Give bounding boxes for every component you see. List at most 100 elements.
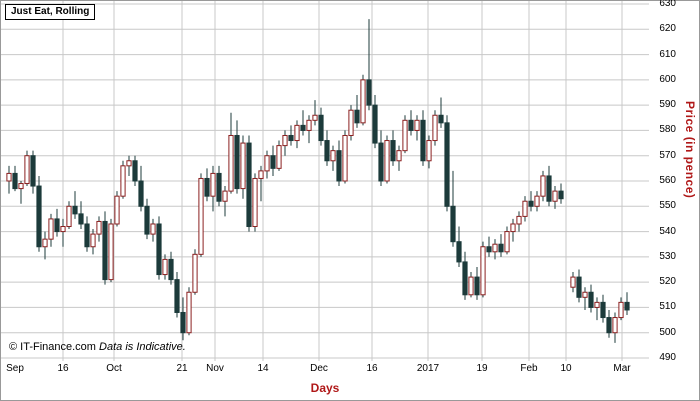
candlestick <box>42 231 48 260</box>
candle-body <box>102 220 108 281</box>
candlestick <box>534 191 540 212</box>
candle-body <box>450 205 456 243</box>
candle-body <box>462 261 468 296</box>
candle-body <box>396 150 402 162</box>
candlestick <box>282 130 288 156</box>
candle-body <box>522 200 528 217</box>
y-axis-tick: 610 <box>659 48 676 60</box>
candlestick <box>204 168 210 202</box>
candlestick <box>144 198 150 240</box>
candle-body <box>486 246 492 253</box>
candle-body <box>270 155 276 169</box>
candle-body <box>354 109 360 124</box>
candle-body <box>498 243 504 253</box>
candlestick <box>594 297 600 321</box>
candlestick <box>156 216 162 280</box>
candle-body <box>12 172 18 190</box>
candlestick <box>300 110 306 136</box>
candlestick <box>372 95 378 149</box>
candlestick <box>450 170 456 247</box>
x-axis-tick: 10 <box>560 363 572 374</box>
x-axis-tick: 14 <box>257 363 269 374</box>
candlestick <box>264 150 270 179</box>
candlestick <box>420 110 426 166</box>
data-indicative-note: Data is Indicative. <box>99 341 186 353</box>
candlestick <box>192 249 198 295</box>
candlestick <box>576 269 582 303</box>
candlestick <box>60 218 66 247</box>
y-axis-tick: 510 <box>659 301 676 313</box>
candlestick <box>558 183 564 204</box>
y-axis-tick: 600 <box>659 73 676 85</box>
candle-body <box>468 276 474 296</box>
candlestick <box>54 208 60 237</box>
candle-body <box>426 140 432 162</box>
candlestick <box>288 125 294 146</box>
candlestick <box>240 135 246 199</box>
candlestick <box>168 251 174 285</box>
candle-body <box>384 140 390 182</box>
candlestick <box>96 216 102 242</box>
candlestick <box>546 165 552 207</box>
candle-body <box>318 114 324 142</box>
candle-body <box>246 142 252 228</box>
candlestick <box>618 297 624 321</box>
candlestick <box>90 229 96 255</box>
candle-body <box>114 195 120 225</box>
y-axis: 490 500 510 520 530 540 550 560 570 580 590 600 610 6… <box>649 0 700 363</box>
y-axis-tick: 620 <box>659 23 676 35</box>
candle-body <box>204 177 210 197</box>
y-axis-tick: 550 <box>659 200 676 212</box>
candle-body <box>282 134 288 147</box>
candlestick <box>258 165 264 202</box>
candlestick <box>186 287 192 336</box>
candle-body <box>438 114 444 124</box>
candle-body <box>420 119 426 162</box>
candlestick <box>360 74 366 126</box>
y-axis-tick: 520 <box>659 276 676 288</box>
copyright-text: © IT-Finance.com <box>9 341 96 353</box>
candlestick <box>624 292 630 316</box>
candlestick <box>486 236 492 257</box>
candlestick <box>432 110 438 146</box>
candlestick <box>492 239 498 260</box>
y-axis-tick: 540 <box>659 225 676 237</box>
candlestick <box>108 218 114 283</box>
y-axis-tick: 570 <box>659 149 676 161</box>
candle-body <box>66 205 72 228</box>
candle-body <box>126 160 132 167</box>
candlestick <box>552 186 558 209</box>
candlestick-plot-area[interactable] <box>1 1 649 361</box>
candlestick <box>522 196 528 222</box>
candle-body <box>342 134 348 182</box>
candle-body <box>474 276 480 296</box>
x-axis-label: Days <box>310 381 340 395</box>
candle-body <box>546 175 552 202</box>
candle-body <box>456 241 462 263</box>
candlestick <box>426 135 432 169</box>
candle-body <box>72 205 78 215</box>
chart-svg <box>1 1 649 361</box>
candle-body <box>576 276 582 298</box>
candlestick <box>444 115 450 212</box>
candle-body <box>528 200 534 207</box>
y-axis-tick: 580 <box>659 124 676 136</box>
candlestick <box>540 170 546 202</box>
candle-body <box>618 301 624 319</box>
x-axis-tick: Dec <box>310 363 328 374</box>
candle-body <box>306 119 312 131</box>
candle-body <box>240 142 246 190</box>
x-axis-tick: Oct <box>106 363 122 374</box>
candlestick <box>294 120 300 149</box>
candlestick <box>600 294 606 323</box>
candlestick <box>366 19 372 111</box>
candle-body <box>264 155 270 172</box>
candlestick <box>396 145 402 171</box>
candlestick <box>336 140 342 187</box>
candle-body <box>60 226 66 233</box>
candle-body <box>222 190 228 202</box>
candle-body <box>120 165 126 197</box>
candle-body <box>348 109 354 136</box>
candle-body <box>138 180 144 207</box>
